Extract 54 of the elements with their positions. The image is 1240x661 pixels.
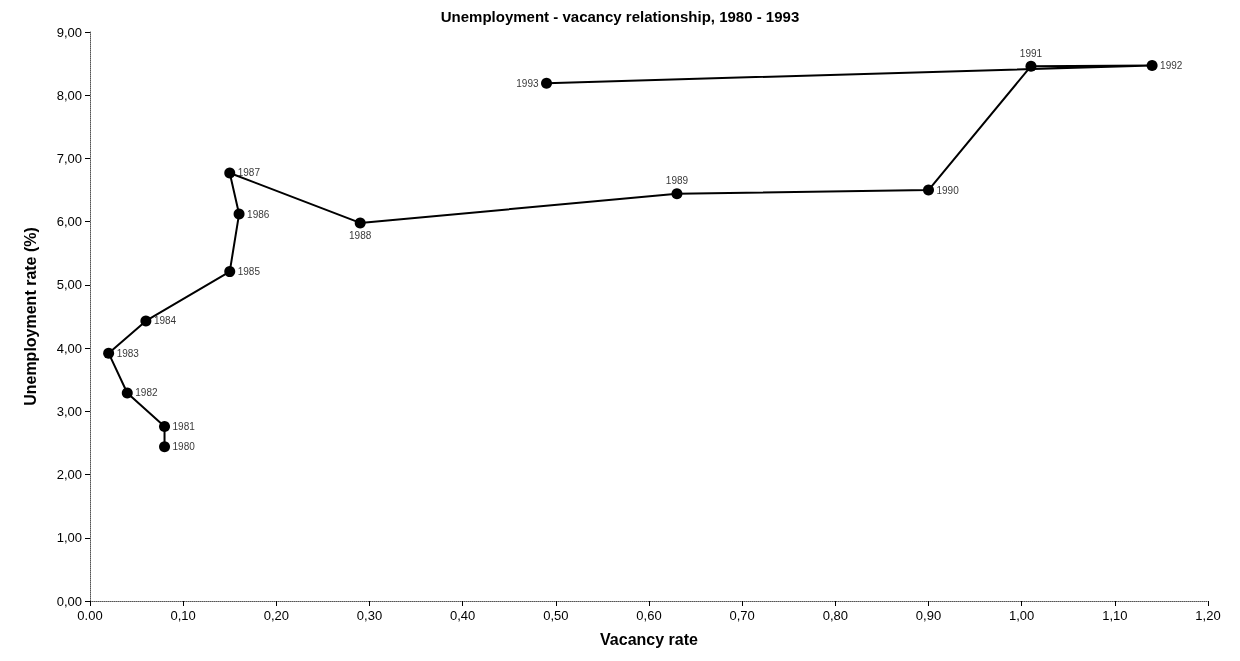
point bbox=[354, 217, 366, 229]
x-tick-label: 1,20 bbox=[1195, 608, 1221, 623]
annotation: 1983 bbox=[116, 347, 140, 359]
x-tick-label: 0,20 bbox=[263, 608, 289, 623]
point bbox=[923, 184, 934, 196]
x-axis-title: Vacancy rate bbox=[600, 630, 699, 648]
point bbox=[1146, 60, 1158, 71]
point bbox=[541, 77, 553, 89]
x-tick-label: 0,10 bbox=[170, 608, 196, 623]
annotation: 1987 bbox=[237, 167, 261, 179]
y-tick-label: 7,00 bbox=[56, 150, 82, 166]
annotation: 1993 bbox=[516, 77, 539, 89]
y-tick-label: 5,00 bbox=[56, 277, 82, 293]
x-tick-label: 0,60 bbox=[636, 608, 662, 623]
point bbox=[671, 188, 683, 200]
annotation: 1992 bbox=[1160, 60, 1183, 72]
annotation: 1990 bbox=[936, 184, 960, 196]
x-tick-label: 0,80 bbox=[822, 608, 848, 623]
annotation: 1982 bbox=[135, 387, 158, 399]
y-axis-title: Unemployment rate (%) bbox=[21, 227, 39, 406]
point bbox=[140, 315, 152, 327]
annotation: 1988 bbox=[349, 230, 372, 242]
y-tick-label: 3,00 bbox=[56, 403, 82, 419]
x-tick-label: 0,30 bbox=[356, 608, 383, 623]
annotation: 1984 bbox=[153, 315, 177, 327]
y-tick-label: 4,00 bbox=[56, 340, 82, 356]
y-tick-label: 0,00 bbox=[56, 593, 82, 609]
x-tick-label: 0,90 bbox=[915, 608, 942, 623]
point bbox=[159, 441, 171, 453]
annotation: 1981 bbox=[172, 421, 196, 433]
point bbox=[233, 208, 245, 220]
x-tick-label: 1,00 bbox=[1009, 608, 1035, 623]
point bbox=[1025, 60, 1037, 72]
x-tick-label: 0,40 bbox=[450, 608, 476, 623]
x-tick-label: 0,50 bbox=[543, 608, 569, 623]
point bbox=[224, 266, 236, 278]
point bbox=[121, 387, 133, 399]
y-tick-label: 1,00 bbox=[56, 530, 82, 546]
annotation: 1989 bbox=[665, 175, 689, 187]
point bbox=[224, 167, 236, 179]
y-tick-label: 2,00 bbox=[56, 467, 82, 483]
annotation: 1986 bbox=[247, 208, 270, 220]
point bbox=[159, 421, 171, 432]
annotation: 1980 bbox=[172, 441, 196, 453]
y-tick-label: 6,00 bbox=[56, 214, 82, 230]
annotation: 1985 bbox=[237, 266, 261, 278]
annotation: 1991 bbox=[1019, 47, 1043, 59]
chart-title: Unemployment - vacancy relationship, 1980 - 1993 bbox=[440, 8, 800, 25]
x-tick-label: 0,70 bbox=[729, 608, 755, 623]
point bbox=[103, 347, 115, 359]
x-tick-label: 1,10 bbox=[1102, 608, 1128, 623]
y-tick-label: 8,00 bbox=[56, 87, 82, 103]
y-tick-label: 9,00 bbox=[56, 24, 82, 40]
x-tick-label: 0.00 bbox=[77, 608, 103, 623]
